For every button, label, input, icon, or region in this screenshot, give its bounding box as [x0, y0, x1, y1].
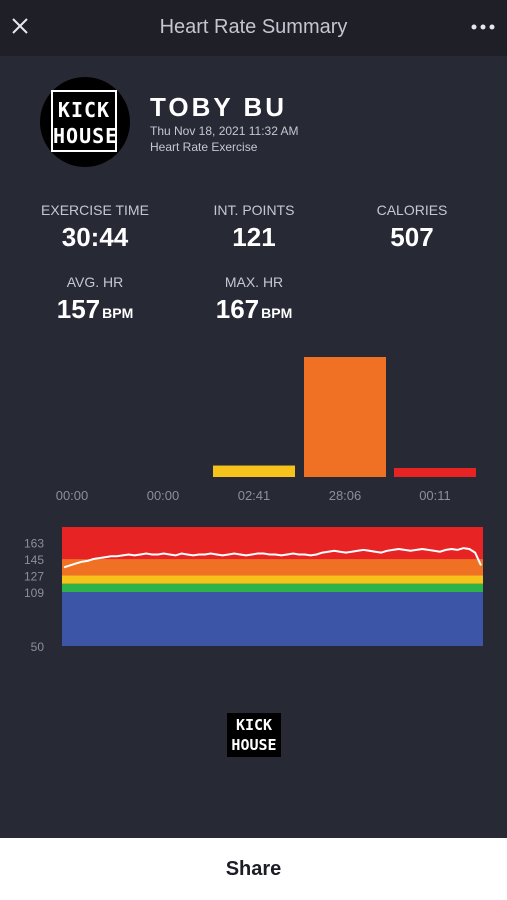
hr-zone-band-1: [62, 583, 483, 592]
zone-bar-3: [304, 357, 386, 477]
calories-label: CALORIES: [376, 202, 448, 218]
avg-hr-number: 157: [56, 294, 101, 324]
footer-logo-bottom: HOUSE: [231, 736, 277, 754]
hr-axis-tick-1: 145: [24, 553, 44, 567]
max-hr-number: 167: [215, 294, 260, 324]
hr-axis-tick-0: 163: [24, 537, 44, 551]
heart-rate-chart: 163 145 127 109 50: [24, 527, 483, 654]
logo-bottom-text: HOUSE: [53, 124, 119, 148]
hr-axis-tick-2: 127: [24, 570, 44, 584]
workout-date: Thu Nov 18, 2021 11:32 AM: [150, 124, 299, 138]
zone-bar-label-1: 00:00: [147, 488, 180, 503]
kickhouse-logo: KICK HOUSE: [40, 77, 130, 167]
max-hr-label: MAX. HR: [224, 274, 284, 290]
max-hr-value: 167 BPM: [169, 294, 339, 325]
share-bar: Share: [0, 838, 507, 900]
int-points-label: INT. POINTS: [213, 202, 295, 218]
calories-value: 507: [390, 222, 434, 252]
footer-logo: KICK HOUSE: [227, 713, 281, 757]
hr-axis-tick-4: 50: [31, 640, 45, 654]
hr-zone-band-2: [62, 575, 483, 584]
int-points-value: 121: [232, 222, 276, 252]
zone-bar-label-0: 00:00: [56, 488, 89, 503]
avg-hr-unit: BPM: [102, 305, 134, 321]
close-icon[interactable]: [10, 16, 30, 36]
exercise-time-value: 30:44: [61, 222, 129, 252]
share-button[interactable]: Share: [225, 858, 282, 880]
logo-top-text: KICK: [57, 98, 111, 122]
hr-line: [63, 547, 482, 569]
hr-axis-tick-3: 109: [24, 586, 44, 600]
zone-bar-2: [213, 465, 295, 477]
top-bar: Heart Rate Summary: [0, 0, 507, 56]
zone-bar-label-2: 02:41: [238, 488, 271, 503]
workout-type: Heart Rate Exercise: [150, 140, 258, 154]
hr-zone-band-0: [62, 591, 483, 646]
hr-zone-band-3: [62, 559, 483, 576]
exercise-time-label: EXERCISE TIME: [41, 202, 149, 218]
zone-bar-4: [394, 468, 476, 477]
zone-time-chart: 00:00 00:00 02:41 28:06 00:11: [56, 357, 476, 503]
zone-bar-label-3: 28:06: [329, 488, 362, 503]
page-title: Heart Rate Summary: [159, 16, 348, 38]
max-hr-unit: BPM: [261, 305, 293, 321]
avg-hr-value: 157 BPM: [10, 294, 180, 325]
more-icon[interactable]: [469, 16, 497, 36]
user-name: TOBY BU: [150, 92, 288, 122]
avg-hr-label: AVG. HR: [66, 274, 124, 290]
zone-bar-label-4: 00:11: [419, 488, 451, 503]
footer-logo-top: KICK: [235, 716, 273, 734]
